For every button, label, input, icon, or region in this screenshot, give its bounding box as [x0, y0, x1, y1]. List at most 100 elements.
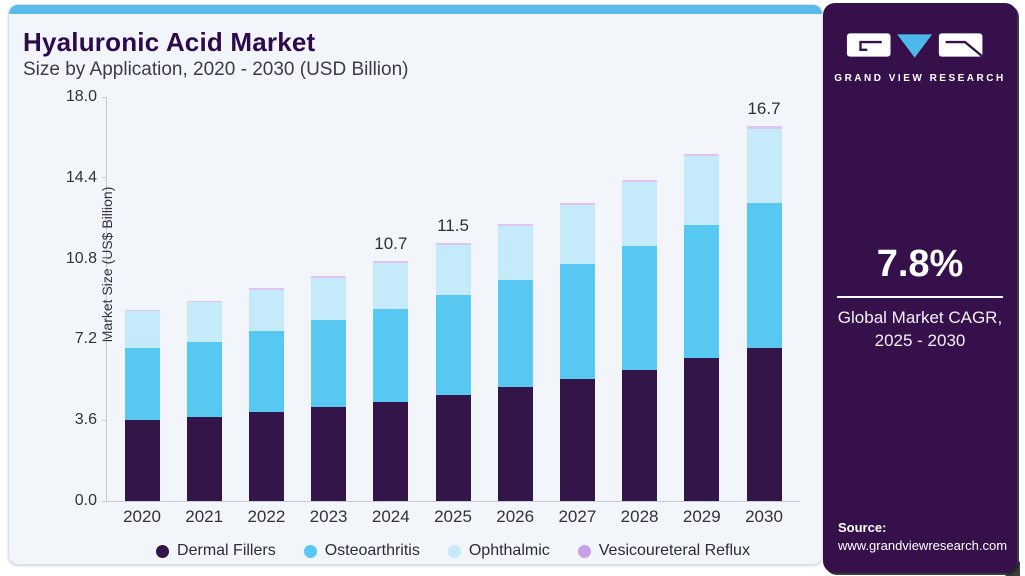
stacked-bar-2024	[373, 260, 409, 501]
legend-item-osteoarthritis: Osteoarthritis	[303, 542, 420, 560]
cagr-divider	[837, 296, 1003, 298]
x-axis-label-2020: 2020	[123, 507, 161, 526]
legend-label: Dermal Fillers	[177, 542, 276, 559]
stacked-bar-2030	[746, 126, 782, 501]
bar-total-label-2024: 10.7	[374, 233, 408, 253]
bar-segment-dermal-fillers	[248, 412, 284, 501]
y-axis-tick-label: 14.4	[65, 168, 97, 186]
bar-segment-vesicoureteral-reflux	[746, 126, 782, 129]
gvr-logo-icon	[846, 33, 983, 58]
legend-item-dermal-fillers: Dermal Fillers	[156, 542, 276, 560]
bar-segment-osteoarthritis	[186, 341, 222, 417]
legend-label: Vesicoureteral Reflux	[598, 542, 750, 559]
bar-segment-osteoarthritis	[497, 279, 533, 388]
bar-segment-dermal-fillers	[124, 419, 160, 501]
bar-segment-dermal-fillers	[435, 394, 471, 501]
page-fold-corner	[1004, 561, 1020, 576]
bar-segment-osteoarthritis	[684, 224, 720, 359]
page-subtitle: Size by Application, 2020 - 2030 (USD Bi…	[23, 59, 409, 80]
bar-segment-dermal-fillers	[622, 370, 658, 501]
stacked-bar-2020	[124, 309, 160, 501]
y-axis-tick	[102, 419, 107, 421]
cagr-label-line2: 2025 - 2030	[874, 330, 966, 350]
bar-segment-vesicoureteral-reflux	[186, 300, 222, 303]
bar-segment-dermal-fillers	[186, 416, 222, 501]
legend-label: Osteoarthritis	[324, 542, 420, 559]
x-axis-label-2025: 2025	[434, 507, 472, 526]
x-axis-label-2029: 2029	[682, 507, 721, 526]
source-label: Source:	[838, 520, 887, 535]
y-axis-tick-label: 0.0	[74, 492, 97, 509]
stacked-bar-2022	[248, 288, 284, 501]
bar-segment-dermal-fillers	[373, 402, 409, 501]
y-axis-tick	[102, 177, 107, 179]
bar-segment-ophthalmic	[435, 244, 471, 295]
brand-logo: GRAND VIEW RESEARCH	[823, 29, 1017, 84]
bar-segment-ophthalmic	[186, 302, 222, 342]
bar-segment-vesicoureteral-reflux	[497, 224, 533, 227]
x-axis-label-2028: 2028	[620, 507, 659, 526]
bar-segment-ophthalmic	[248, 290, 284, 332]
bar-segment-dermal-fillers	[497, 387, 533, 501]
chart-card: Hyaluronic Acid Market Size by Applicati…	[8, 4, 823, 565]
bar-segment-ophthalmic	[746, 128, 782, 203]
bar-segment-ophthalmic	[311, 277, 347, 321]
legend-dot-icon	[577, 544, 591, 558]
bar-segment-vesicoureteral-reflux	[622, 180, 658, 183]
stacked-bar-2021	[186, 300, 222, 501]
bar-segment-osteoarthritis	[311, 320, 347, 408]
bar-segment-vesicoureteral-reflux	[311, 275, 347, 278]
bar-segment-vesicoureteral-reflux	[124, 309, 160, 312]
chart-legend: Dermal Fillers Osteoarthritis Ophthalmic Ve…	[106, 542, 800, 560]
legend-item-vesicoureteral-reflux: Vesicoureteral Reflux	[577, 542, 750, 560]
y-axis-tick	[102, 96, 107, 98]
bar-segment-dermal-fillers	[311, 407, 347, 501]
bar-segment-vesicoureteral-reflux	[435, 242, 471, 245]
bar-segment-ophthalmic	[559, 205, 595, 264]
cagr-value: 7.8%	[876, 243, 964, 285]
bar-segment-ophthalmic	[497, 226, 533, 280]
bar-total-label-2025: 11.5	[437, 215, 469, 235]
bar-segment-ophthalmic	[684, 156, 720, 225]
bar-chart-plot: Market Size (US$ Billion) 0.0 3.6 7.2 10.8 1…	[66, 88, 800, 526]
bar-segment-dermal-fillers	[559, 379, 595, 501]
y-axis-tick-label: 7.2	[74, 330, 97, 348]
x-axis-label-2027: 2027	[558, 507, 597, 526]
source-block: Source: www.grandviewresearch.com	[838, 520, 1007, 553]
bar-segment-ophthalmic	[124, 311, 160, 348]
y-axis-tick	[102, 500, 107, 502]
legend-dot-icon	[447, 544, 461, 558]
bar-segment-osteoarthritis	[559, 263, 595, 380]
bar-segment-dermal-fillers	[746, 348, 782, 501]
bar-segment-vesicoureteral-reflux	[559, 202, 595, 206]
bar-segment-vesicoureteral-reflux	[373, 260, 409, 263]
bar-segment-vesicoureteral-reflux	[684, 153, 720, 157]
y-axis-tick-label: 18.0	[65, 88, 97, 105]
stacked-bar-2027	[559, 202, 595, 501]
accent-top-strip	[9, 5, 822, 14]
bar-segment-ophthalmic	[622, 182, 658, 246]
stacked-bar-2026	[497, 224, 533, 501]
legend-label: Ophthalmic	[468, 542, 550, 559]
legend-dot-icon	[156, 544, 170, 558]
legend-dot-icon	[303, 544, 317, 558]
x-axis-label-2026: 2026	[496, 507, 535, 526]
source-url: www.grandviewresearch.com	[838, 538, 1008, 553]
y-axis-tick	[102, 338, 107, 340]
stacked-bar-2029	[684, 153, 720, 501]
bar-segment-osteoarthritis	[622, 245, 658, 371]
y-axis-label: Market Size (US$ Billion)	[98, 186, 115, 342]
brand-sidebar: GRAND VIEW RESEARCH 7.8% Global Market C…	[823, 3, 1020, 576]
bar-segment-ophthalmic	[373, 262, 409, 309]
x-axis-label-2024: 2024	[371, 507, 410, 526]
bar-segment-osteoarthritis	[124, 347, 160, 420]
x-axis-label-2022: 2022	[247, 507, 286, 526]
page-title: Hyaluronic Acid Market	[23, 27, 316, 57]
stacked-bar-2023	[311, 275, 347, 501]
y-axis-tick	[102, 258, 107, 260]
stacked-bar-2028	[622, 180, 658, 501]
bar-segment-osteoarthritis	[373, 308, 409, 403]
bar-segment-dermal-fillers	[684, 358, 720, 501]
bar-segment-osteoarthritis	[248, 331, 284, 413]
